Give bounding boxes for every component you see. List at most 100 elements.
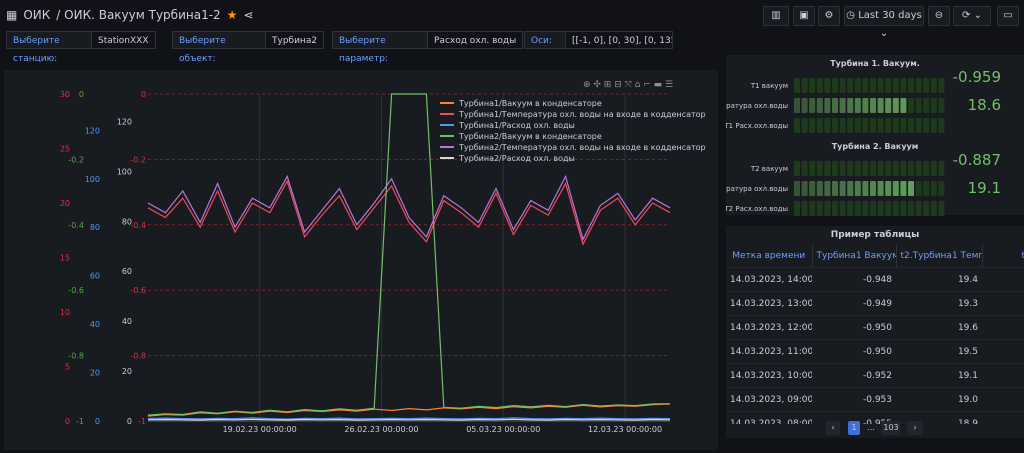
gauge-cell	[794, 201, 800, 216]
x-tick-label: 12.03.23 00:00:00	[588, 425, 662, 434]
y-tick-label: 0	[65, 417, 70, 426]
gauge-cell	[862, 181, 868, 196]
table: Метка времениТурбина1 Вакуумt2.Турбина1 …	[726, 244, 1024, 424]
gauge-cell	[855, 98, 861, 113]
gauge-label: Т1 вакуум	[750, 82, 788, 90]
y-tick-label: -0.4	[68, 221, 84, 230]
gauge-cell	[794, 118, 800, 133]
gauge-cell	[847, 181, 853, 196]
series-line	[148, 176, 670, 239]
gauge-cell	[938, 201, 944, 216]
legend-label[interactable]: Турбина1/Вакуум в конденсаторе	[458, 99, 602, 108]
gauge-cell	[802, 161, 808, 176]
gauge-cell	[794, 161, 800, 176]
gauge-cell	[847, 161, 853, 176]
gauge-cell	[916, 78, 922, 93]
legend-label[interactable]: Турбина2/Вакуум в конденсаторе	[458, 132, 602, 141]
gauge-cell	[908, 118, 914, 133]
gauge-cell	[809, 181, 815, 196]
gauge-cell	[809, 201, 815, 216]
gauge-cell	[931, 161, 937, 176]
y-tick-label: 0	[127, 417, 132, 426]
table-cell: 19.6	[896, 316, 982, 340]
column-header[interactable]: t3.Турби	[982, 244, 1024, 268]
page-next[interactable]: ›	[907, 421, 923, 435]
gauge-cell	[893, 201, 899, 216]
page-button[interactable]: 1	[848, 421, 860, 435]
table-cell: 14.03.2023, 13:00:00	[726, 292, 812, 316]
gauge-cell	[809, 118, 815, 133]
gauge-cell	[847, 78, 853, 93]
y-tick-label: 40	[90, 320, 100, 329]
gauge-cell	[893, 181, 899, 196]
tv-mode[interactable]: ▭	[997, 6, 1019, 26]
table-header: Метка времениТурбина1 Вакуумt2.Турбина1 …	[726, 244, 1024, 268]
add-panel[interactable]: ▥	[763, 6, 789, 26]
y-tick-label: -0.4	[130, 221, 146, 230]
gauge-cell	[862, 201, 868, 216]
table-cell: 19.5	[896, 340, 982, 364]
gauge-cell	[923, 181, 929, 196]
gauge-cell	[878, 161, 884, 176]
table-cell: -0.952	[812, 364, 896, 388]
refresh[interactable]: ⟳ ⌄	[953, 6, 991, 26]
tool-zoom[interactable]: ⊕ ✣ ⊞ ⊟ ⤧ ⌂ ⌐ ▬ ☰	[583, 79, 673, 90]
gauge-label: Т1 Температура охл.воды	[726, 102, 788, 110]
table-row: 14.03.2023, 10:00:00-0.95219.1	[726, 364, 1024, 388]
table-cell: 19.1	[896, 364, 982, 388]
gauge-cell	[809, 98, 815, 113]
legend-label[interactable]: Турбина2/Температура охл. воды на входе …	[458, 143, 706, 152]
column-header[interactable]: Метка времени	[726, 244, 812, 268]
gauge-cell	[832, 98, 838, 113]
gauge-cell	[931, 181, 937, 196]
table-cell-empty	[982, 364, 1024, 388]
gauge-cell	[938, 98, 944, 113]
legend-label[interactable]: Турбина2/Расход охл. воды	[458, 154, 575, 163]
gauge-cell	[878, 78, 884, 93]
gauge-value: -0.959	[953, 68, 1001, 86]
gauge-cell	[817, 78, 823, 93]
gauge-cell	[931, 201, 937, 216]
gauge-cell	[916, 98, 922, 113]
page-button[interactable]: 103	[881, 421, 901, 435]
table-cell: 14.03.2023, 08:00:00	[726, 412, 812, 425]
gauge-cell	[893, 98, 899, 113]
table-row: 14.03.2023, 14:00:00-0.94819.4	[726, 268, 1024, 292]
legend-label[interactable]: Турбина1/Температура охл. воды на входе …	[458, 110, 706, 119]
gauge-cell	[923, 98, 929, 113]
gauge-cell	[802, 98, 808, 113]
table-cell: 14.03.2023, 12:00:00	[726, 316, 812, 340]
gauge-cell	[832, 78, 838, 93]
y-tick-label: 40	[122, 317, 132, 326]
table-cell-empty	[982, 340, 1024, 364]
page-prev[interactable]: ‹	[826, 421, 840, 435]
gauge-cell	[862, 161, 868, 176]
gauge-label: Т2 Расх.охл.воды	[726, 205, 788, 213]
gauge-value: 19.1	[968, 179, 1001, 197]
column-header[interactable]: Турбина1 Вакуум	[812, 244, 896, 268]
gauge-cell	[832, 161, 838, 176]
gauge-cell	[862, 98, 868, 113]
y-tick-label: 120	[117, 117, 132, 126]
gauge-cell	[931, 118, 937, 133]
column-header[interactable]: t2.Турбина1 Темп	[896, 244, 982, 268]
table-cell-empty	[982, 268, 1024, 292]
settings[interactable]: ⚙	[818, 6, 840, 26]
gauge-cell	[878, 181, 884, 196]
page-button[interactable]: ...	[864, 421, 878, 435]
gauge-cell	[847, 98, 853, 113]
legend-label[interactable]: Турбина1/Расход охл. воды	[458, 121, 575, 130]
gauge-cell	[870, 201, 876, 216]
gauge-cell	[832, 201, 838, 216]
gauge-cell	[802, 118, 808, 133]
table-cell: -0.949	[812, 292, 896, 316]
gauge-cell	[908, 181, 914, 196]
save[interactable]: ▣	[793, 6, 815, 26]
gauge-cell	[832, 181, 838, 196]
time-picker[interactable]: ◷ Last 30 days ⌄	[844, 6, 924, 26]
zoom-out[interactable]: ⊖	[928, 6, 950, 26]
table-row: 14.03.2023, 13:00:00-0.94919.3	[726, 292, 1024, 316]
panel-toolbar: ⊕ ✣ ⊞ ⊟ ⤧ ⌂ ⌐ ▬ ☰	[583, 79, 673, 90]
series-line	[148, 418, 670, 419]
